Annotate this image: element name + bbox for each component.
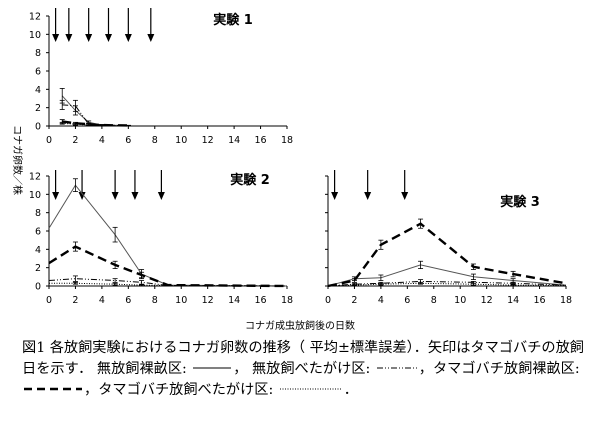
y-tick-label: 4 — [35, 85, 41, 96]
y-tick-label: 12 — [29, 172, 41, 183]
y-tick-label: 2 — [35, 103, 41, 114]
x-tick-label: 2 — [351, 295, 357, 306]
x-tick-label: 12 — [202, 135, 214, 146]
x-tick-label: 6 — [125, 295, 131, 306]
x-tick-label: 14 — [228, 295, 240, 306]
y-tick-label: 0 — [35, 282, 41, 293]
x-tick-label: 4 — [99, 135, 105, 146]
release-arrow-head — [52, 192, 60, 200]
x-tick-label: 16 — [534, 295, 546, 306]
series-line-dashdotdot — [62, 104, 129, 126]
y-tick-label: 6 — [35, 227, 41, 238]
series-line-dashed — [327, 222, 567, 288]
y-tick-label: 10 — [29, 30, 41, 41]
chart-panel-2: 0 2 4 6 8 10 12 0 2 4 6 8 10 12 14 16 18 実験 2 — [29, 170, 293, 306]
caption-text-2: ， 無放飼べたがけ区: — [233, 361, 375, 377]
release-arrow-head — [124, 34, 132, 42]
caption-text-1: 図1 各放飼実験におけるコナガ卵数の推移（ 平均±標準誤差）．矢印はタマゴバチの… — [22, 340, 584, 377]
caption-text-3: ，タマゴバチ放飼裸畝区: — [418, 361, 580, 377]
x-tick-label: 18 — [281, 135, 293, 146]
y-tick-label: 6 — [35, 67, 41, 78]
x-tick-label: 4 — [99, 295, 105, 306]
chart-panel-3: 0 2 4 6 8 10 12 14 16 18 実験 3 — [325, 170, 572, 306]
y-tick-label: 10 — [29, 190, 41, 201]
release-arrow-head — [52, 34, 60, 42]
x-tick-label: 12 — [202, 295, 214, 306]
y-tick-label: 2 — [35, 263, 41, 274]
legend-solid-swatch — [193, 367, 232, 369]
release-arrow-head — [78, 192, 86, 200]
x-tick-label: 8 — [431, 295, 437, 306]
x-tick-label: 6 — [125, 135, 131, 146]
release-arrow-head — [131, 192, 139, 200]
y-axis-label: コナガ卵数／株 — [11, 125, 24, 195]
x-tick-label: 16 — [255, 135, 267, 146]
x-axis-label: コナガ成虫放飼後の日数 — [245, 319, 355, 332]
panel-title: 実験 3 — [500, 194, 540, 210]
legend-dashdot-swatch — [376, 367, 417, 369]
x-tick-label: 18 — [281, 295, 293, 306]
x-tick-label: 8 — [152, 295, 158, 306]
x-tick-label: 8 — [152, 135, 158, 146]
y-tick-label: 0 — [35, 122, 41, 133]
release-arrow-head — [105, 34, 112, 42]
caption-text-5: ． — [343, 382, 358, 398]
figure-caption: 図1 各放飼実験におけるコナガ卵数の推移（ 平均±標準誤差）．矢印はタマゴバチの… — [22, 338, 594, 401]
release-arrow-head — [111, 192, 119, 200]
y-tick-label: 4 — [35, 245, 41, 256]
x-tick-label: 14 — [228, 135, 240, 146]
x-tick-label: 10 — [454, 295, 466, 306]
legend-dotted-swatch — [279, 388, 342, 390]
release-arrow-head — [331, 192, 339, 200]
panel-title: 実験 2 — [230, 172, 270, 188]
x-tick-label: 12 — [481, 295, 493, 306]
release-arrow-head — [364, 192, 372, 200]
x-tick-label: 2 — [72, 295, 78, 306]
x-tick-label: 0 — [325, 295, 331, 306]
x-tick-label: 14 — [507, 295, 519, 306]
chart-panel-1: 0 2 4 6 8 10 12 0 2 4 6 8 10 12 14 16 18 実験 1 — [29, 8, 293, 146]
x-tick-label: 6 — [404, 295, 410, 306]
figure-svg: 0 2 4 6 8 10 12 0 2 4 6 8 10 12 14 16 18 実験 1 0 2 4 6 8 10 12 0 2 4… — [11, 8, 572, 332]
x-tick-label: 10 — [175, 135, 187, 146]
release-arrow-head — [157, 192, 165, 200]
release-arrow-head — [65, 34, 73, 42]
x-tick-label: 16 — [255, 295, 267, 306]
panel-title: 実験 1 — [213, 12, 253, 28]
y-tick-label: 12 — [29, 12, 41, 23]
x-tick-label: 4 — [378, 295, 384, 306]
y-tick-label: 8 — [35, 48, 41, 59]
x-tick-label: 18 — [560, 295, 572, 306]
legend-dashed-swatch — [24, 387, 82, 391]
x-tick-label: 10 — [175, 295, 187, 306]
x-tick-label: 2 — [72, 135, 78, 146]
series-line-dashed — [48, 245, 288, 288]
release-arrow-head — [401, 192, 409, 200]
caption-text-4: ，タマゴバチ放飼べたがけ区: — [84, 382, 278, 398]
series-line-dashed — [62, 120, 129, 127]
y-tick-label: 8 — [35, 208, 41, 219]
x-tick-label: 0 — [46, 135, 52, 146]
x-tick-label: 0 — [46, 295, 52, 306]
release-arrow-head — [147, 34, 155, 42]
series-line-solid — [61, 95, 129, 126]
series-line-solid — [48, 184, 288, 287]
release-arrow-head — [85, 34, 93, 42]
series-line-dashdotdot — [48, 278, 288, 287]
